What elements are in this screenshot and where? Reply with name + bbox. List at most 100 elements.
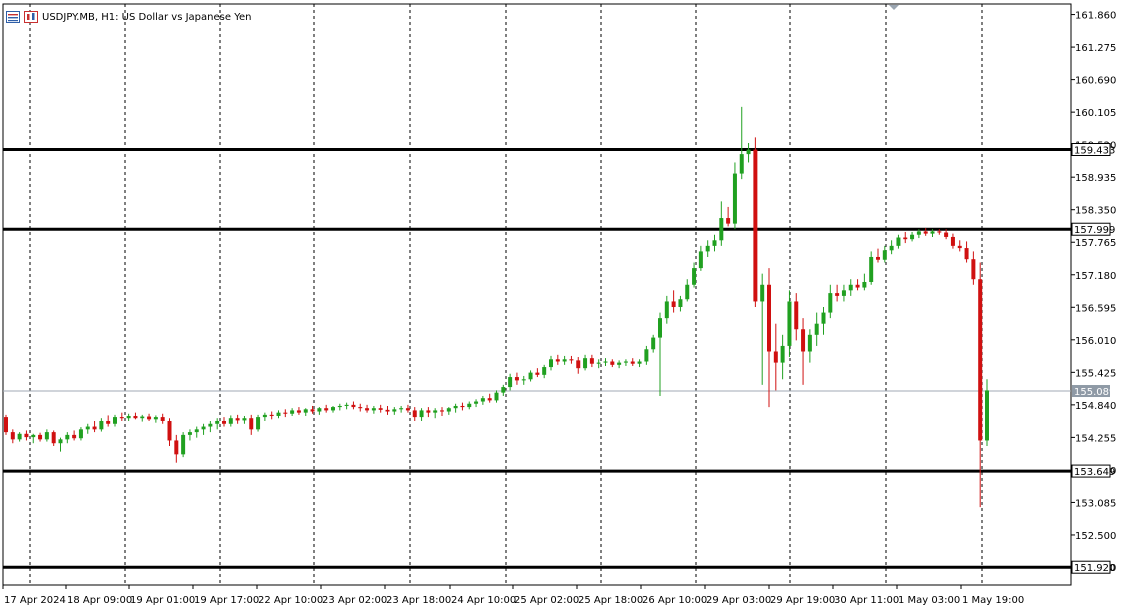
candle[interactable] <box>603 358 608 366</box>
candle[interactable] <box>630 358 635 366</box>
candle[interactable] <box>821 307 826 335</box>
candle[interactable] <box>501 384 506 396</box>
candle[interactable] <box>835 284 840 302</box>
candle[interactable] <box>726 206 731 227</box>
candle[interactable] <box>222 417 226 427</box>
candle[interactable] <box>58 437 63 452</box>
candle[interactable] <box>617 360 622 369</box>
candle[interactable] <box>290 408 295 416</box>
candle[interactable] <box>460 402 465 411</box>
candle[interactable] <box>855 279 860 291</box>
candle[interactable] <box>303 408 308 416</box>
candle[interactable] <box>405 404 410 413</box>
candle[interactable] <box>780 334 785 380</box>
candle[interactable] <box>174 434 179 463</box>
candle[interactable] <box>807 329 812 363</box>
candle[interactable] <box>296 407 301 415</box>
candle[interactable] <box>140 414 145 422</box>
candle[interactable] <box>753 137 758 308</box>
candle[interactable] <box>732 162 737 230</box>
candle[interactable] <box>365 404 370 413</box>
candle[interactable] <box>841 284 846 302</box>
candle[interactable] <box>848 279 853 296</box>
chart-shift-marker-icon[interactable] <box>889 5 899 10</box>
candle[interactable] <box>658 312 662 396</box>
candle[interactable] <box>126 413 131 421</box>
candle[interactable] <box>549 355 553 371</box>
candle[interactable] <box>589 354 594 368</box>
candle[interactable] <box>964 241 969 263</box>
candle[interactable] <box>10 429 15 444</box>
candle[interactable] <box>187 429 192 441</box>
candle[interactable] <box>862 273 867 291</box>
candle[interactable] <box>801 318 806 385</box>
candle[interactable] <box>910 231 915 242</box>
candle[interactable] <box>65 432 70 444</box>
candle[interactable] <box>446 407 451 415</box>
candle[interactable] <box>712 234 717 252</box>
candle[interactable] <box>698 245 703 271</box>
candle[interactable] <box>242 415 247 424</box>
candle[interactable] <box>739 106 744 180</box>
candle[interactable] <box>235 414 240 424</box>
candle[interactable] <box>99 418 104 432</box>
candle[interactable] <box>283 409 288 418</box>
candle[interactable] <box>937 229 942 235</box>
candle[interactable] <box>773 323 778 391</box>
candle[interactable] <box>392 407 397 415</box>
candle[interactable] <box>787 290 792 358</box>
candle[interactable] <box>160 413 165 424</box>
candle[interactable] <box>705 240 710 257</box>
candle[interactable] <box>692 262 697 288</box>
candle[interactable] <box>201 423 206 435</box>
candle[interactable] <box>480 395 485 405</box>
candle[interactable] <box>923 228 928 236</box>
candle[interactable] <box>467 401 472 410</box>
candle[interactable] <box>194 426 199 438</box>
candle[interactable] <box>957 240 962 252</box>
candle[interactable] <box>106 415 111 427</box>
candle[interactable] <box>562 355 567 365</box>
candle[interactable] <box>521 375 526 385</box>
candle[interactable] <box>896 234 901 249</box>
candle[interactable] <box>767 268 771 408</box>
candle[interactable] <box>814 312 819 346</box>
candle[interactable] <box>317 407 322 415</box>
candle[interactable] <box>487 393 492 403</box>
candle[interactable] <box>644 345 649 365</box>
candle[interactable] <box>344 402 349 410</box>
candle[interactable] <box>985 379 989 447</box>
candle[interactable] <box>596 359 601 369</box>
candle[interactable] <box>583 354 588 371</box>
candle[interactable] <box>256 414 261 432</box>
candle[interactable] <box>85 423 90 434</box>
candle[interactable] <box>508 373 513 391</box>
candle[interactable] <box>971 251 976 285</box>
candle[interactable] <box>337 403 342 411</box>
candle[interactable] <box>903 231 908 244</box>
candle[interactable] <box>555 354 560 365</box>
candle[interactable] <box>38 432 43 442</box>
candle[interactable] <box>419 408 424 421</box>
candle[interactable] <box>4 414 8 435</box>
candle[interactable] <box>399 405 404 413</box>
candle[interactable] <box>651 334 656 353</box>
candle[interactable] <box>228 415 233 427</box>
candle[interactable] <box>371 405 376 414</box>
candle[interactable] <box>542 364 547 379</box>
candle[interactable] <box>889 240 894 255</box>
candle[interactable] <box>262 412 267 421</box>
candle[interactable] <box>310 405 315 414</box>
candle[interactable] <box>440 407 444 416</box>
candle[interactable] <box>514 372 519 385</box>
candle[interactable] <box>31 433 36 444</box>
candle[interactable] <box>876 248 880 263</box>
candle[interactable] <box>78 427 83 441</box>
candle[interactable] <box>51 430 56 447</box>
candle[interactable] <box>385 405 390 415</box>
candle[interactable] <box>746 142 751 163</box>
candle[interactable] <box>916 229 921 239</box>
candle[interactable] <box>828 284 833 319</box>
candle[interactable] <box>623 359 628 366</box>
